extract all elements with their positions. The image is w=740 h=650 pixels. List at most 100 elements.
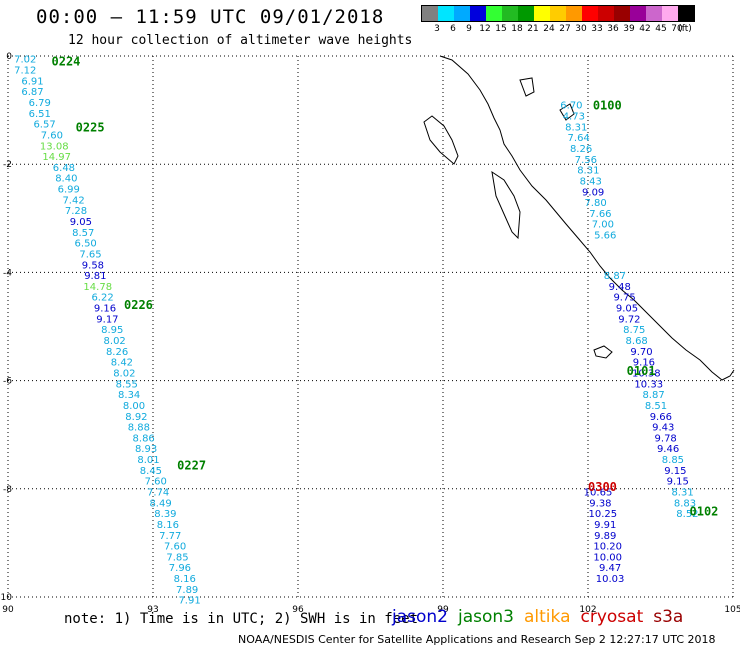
wave-height-reading: 9.78	[655, 433, 677, 444]
wave-height-reading: 9.16	[94, 304, 116, 315]
wave-height-readings: 7.027.126.916.876.796.516.577.6013.0814.…	[14, 55, 698, 607]
wave-height-reading: 9.15	[667, 477, 689, 488]
wave-height-reading: 8.31	[565, 122, 587, 133]
wave-height-reading: 6.57	[33, 120, 55, 131]
wave-height-reading: 8.55	[116, 379, 138, 390]
wave-height-reading: 6.50	[75, 239, 97, 250]
wave-height-reading: 9.15	[664, 466, 686, 477]
wave-height-reading: 8.31	[577, 166, 599, 177]
x-tick-label: 90	[2, 605, 14, 615]
credit-line: NOAA/NESDIS Center for Satellite Applica…	[238, 633, 716, 646]
wave-height-reading: 8.45	[140, 466, 162, 477]
legend-swatch	[454, 6, 470, 21]
wave-height-reading: 8.42	[111, 358, 133, 369]
wave-height-reading: 8.92	[125, 412, 147, 423]
wave-height-reading: 9.43	[652, 423, 674, 434]
mainland-coast	[439, 55, 735, 381]
pass-time-labels: 0224 0225 0226 0227 0100 0101 0102 0300	[52, 54, 719, 518]
wave-height-reading: 7.42	[62, 195, 84, 206]
wave-height-reading: 7.60	[145, 477, 167, 488]
wave-height-reading: 9.17	[96, 314, 118, 325]
wave-height-reading: 8.88	[128, 423, 150, 434]
wave-height-reading: 9.72	[618, 314, 640, 325]
island-coast	[423, 115, 459, 165]
legend-swatch	[470, 6, 486, 21]
x-tick-label: 96	[292, 605, 304, 615]
pass-time-label: 0224	[52, 54, 81, 68]
legend-swatch	[662, 6, 678, 21]
satellite-cryosat: cryosat	[580, 607, 644, 627]
wave-height-reading: 8.39	[154, 509, 176, 520]
legend-swatch	[550, 6, 566, 21]
pass-time-label: 0226	[124, 298, 153, 312]
wave-height-reading: 7.56	[575, 155, 597, 166]
map-subtitle: 12 hour collection of altimeter wave hei…	[68, 33, 413, 48]
legend-label: 36	[607, 24, 619, 34]
wave-height-reading: 10.33	[634, 379, 663, 390]
pass-time-label: 0100	[593, 99, 622, 113]
wave-height-reading: 6.22	[91, 293, 113, 304]
wave-height-reading: 9.05	[70, 217, 92, 228]
legend-label: (ft)	[678, 24, 692, 34]
x-tick-label: 102	[579, 605, 596, 615]
wave-height-reading: 10.65	[584, 488, 613, 499]
satellite-altika: altika	[524, 607, 571, 627]
legend-label: 39	[623, 24, 635, 34]
legend-label: 18	[511, 24, 523, 34]
wave-height-reading: 7.28	[65, 206, 87, 217]
wave-height-reading: 10.25	[589, 509, 618, 520]
wave-height-reading: 6.70	[560, 101, 582, 112]
wave-height-reading: 8.93	[135, 444, 157, 455]
legend-swatch	[486, 6, 502, 21]
legend-swatch	[502, 6, 518, 21]
wave-height-reading: 8.02	[113, 368, 135, 379]
y-tick-label: -10	[0, 593, 12, 603]
wave-height-reading: 9.75	[613, 293, 635, 304]
legend-swatch	[598, 6, 614, 21]
wave-height-reading: 7.96	[169, 563, 191, 574]
wave-height-reading: 7.85	[166, 552, 188, 563]
legend-label: 9	[466, 24, 472, 34]
satellite-jason3: jason3	[458, 607, 514, 627]
wave-height-reading: 8.00	[123, 401, 145, 412]
wave-height-reading: 8.86	[133, 433, 155, 444]
legend-label: 70	[671, 24, 683, 34]
wave-height-reading: 8.52	[676, 509, 698, 520]
pass-time-label: 0102	[690, 504, 719, 518]
x-tick-label: 93	[147, 605, 158, 615]
wave-height-reading: 8.68	[626, 336, 648, 347]
legend-swatch	[678, 6, 694, 21]
x-tick-label: 99	[437, 605, 449, 615]
legend-labels: 3 6 9 12 15 18 21 24 27 30 33 36 39 42 45 70 (ft)	[421, 22, 695, 36]
wave-height-reading: 8.87	[604, 271, 626, 282]
legend-label: 12	[479, 24, 491, 34]
wave-height-reading: 6.87	[21, 87, 43, 98]
wave-height-reading: 7.12	[14, 66, 36, 77]
wave-height-reading: 9.46	[657, 444, 679, 455]
coastline	[423, 55, 735, 381]
wave-height-reading: 8.31	[671, 488, 693, 499]
legend-label: 30	[575, 24, 587, 34]
wave-height-reading: 7.80	[584, 198, 606, 209]
wave-height-reading: 8.40	[55, 174, 77, 185]
y-tick-label: -8	[3, 485, 12, 495]
wave-height-reading: 6.51	[29, 109, 51, 120]
legend-label: 42	[639, 24, 651, 34]
pass-time-label: 0227	[177, 458, 206, 472]
wave-height-reading: 14.78	[83, 282, 112, 293]
wave-height-reading: 9.66	[650, 412, 672, 423]
wave-height-reading: 6.99	[58, 185, 80, 196]
island-coast	[559, 103, 575, 121]
legend-color-bar	[421, 5, 695, 22]
legend-swatch	[422, 6, 438, 21]
wave-height-reading: 10.03	[596, 574, 625, 585]
satellite-key: jason2 jason3 altika cryosat s3a	[392, 607, 693, 627]
wave-height-reading: 9.38	[589, 498, 611, 509]
island-coast	[491, 170, 521, 240]
wave-height-reading: 9.81	[84, 271, 106, 282]
wave-height-reading: 8.51	[645, 401, 667, 412]
wave-height-reading: 8.16	[174, 574, 196, 585]
wave-height-reading: 9.09	[582, 187, 604, 198]
map-grid: 90 93 96 99 102 105 0 -2 -4 -6 -8 -10	[0, 52, 740, 615]
wave-height-reading: 7.77	[159, 531, 181, 542]
